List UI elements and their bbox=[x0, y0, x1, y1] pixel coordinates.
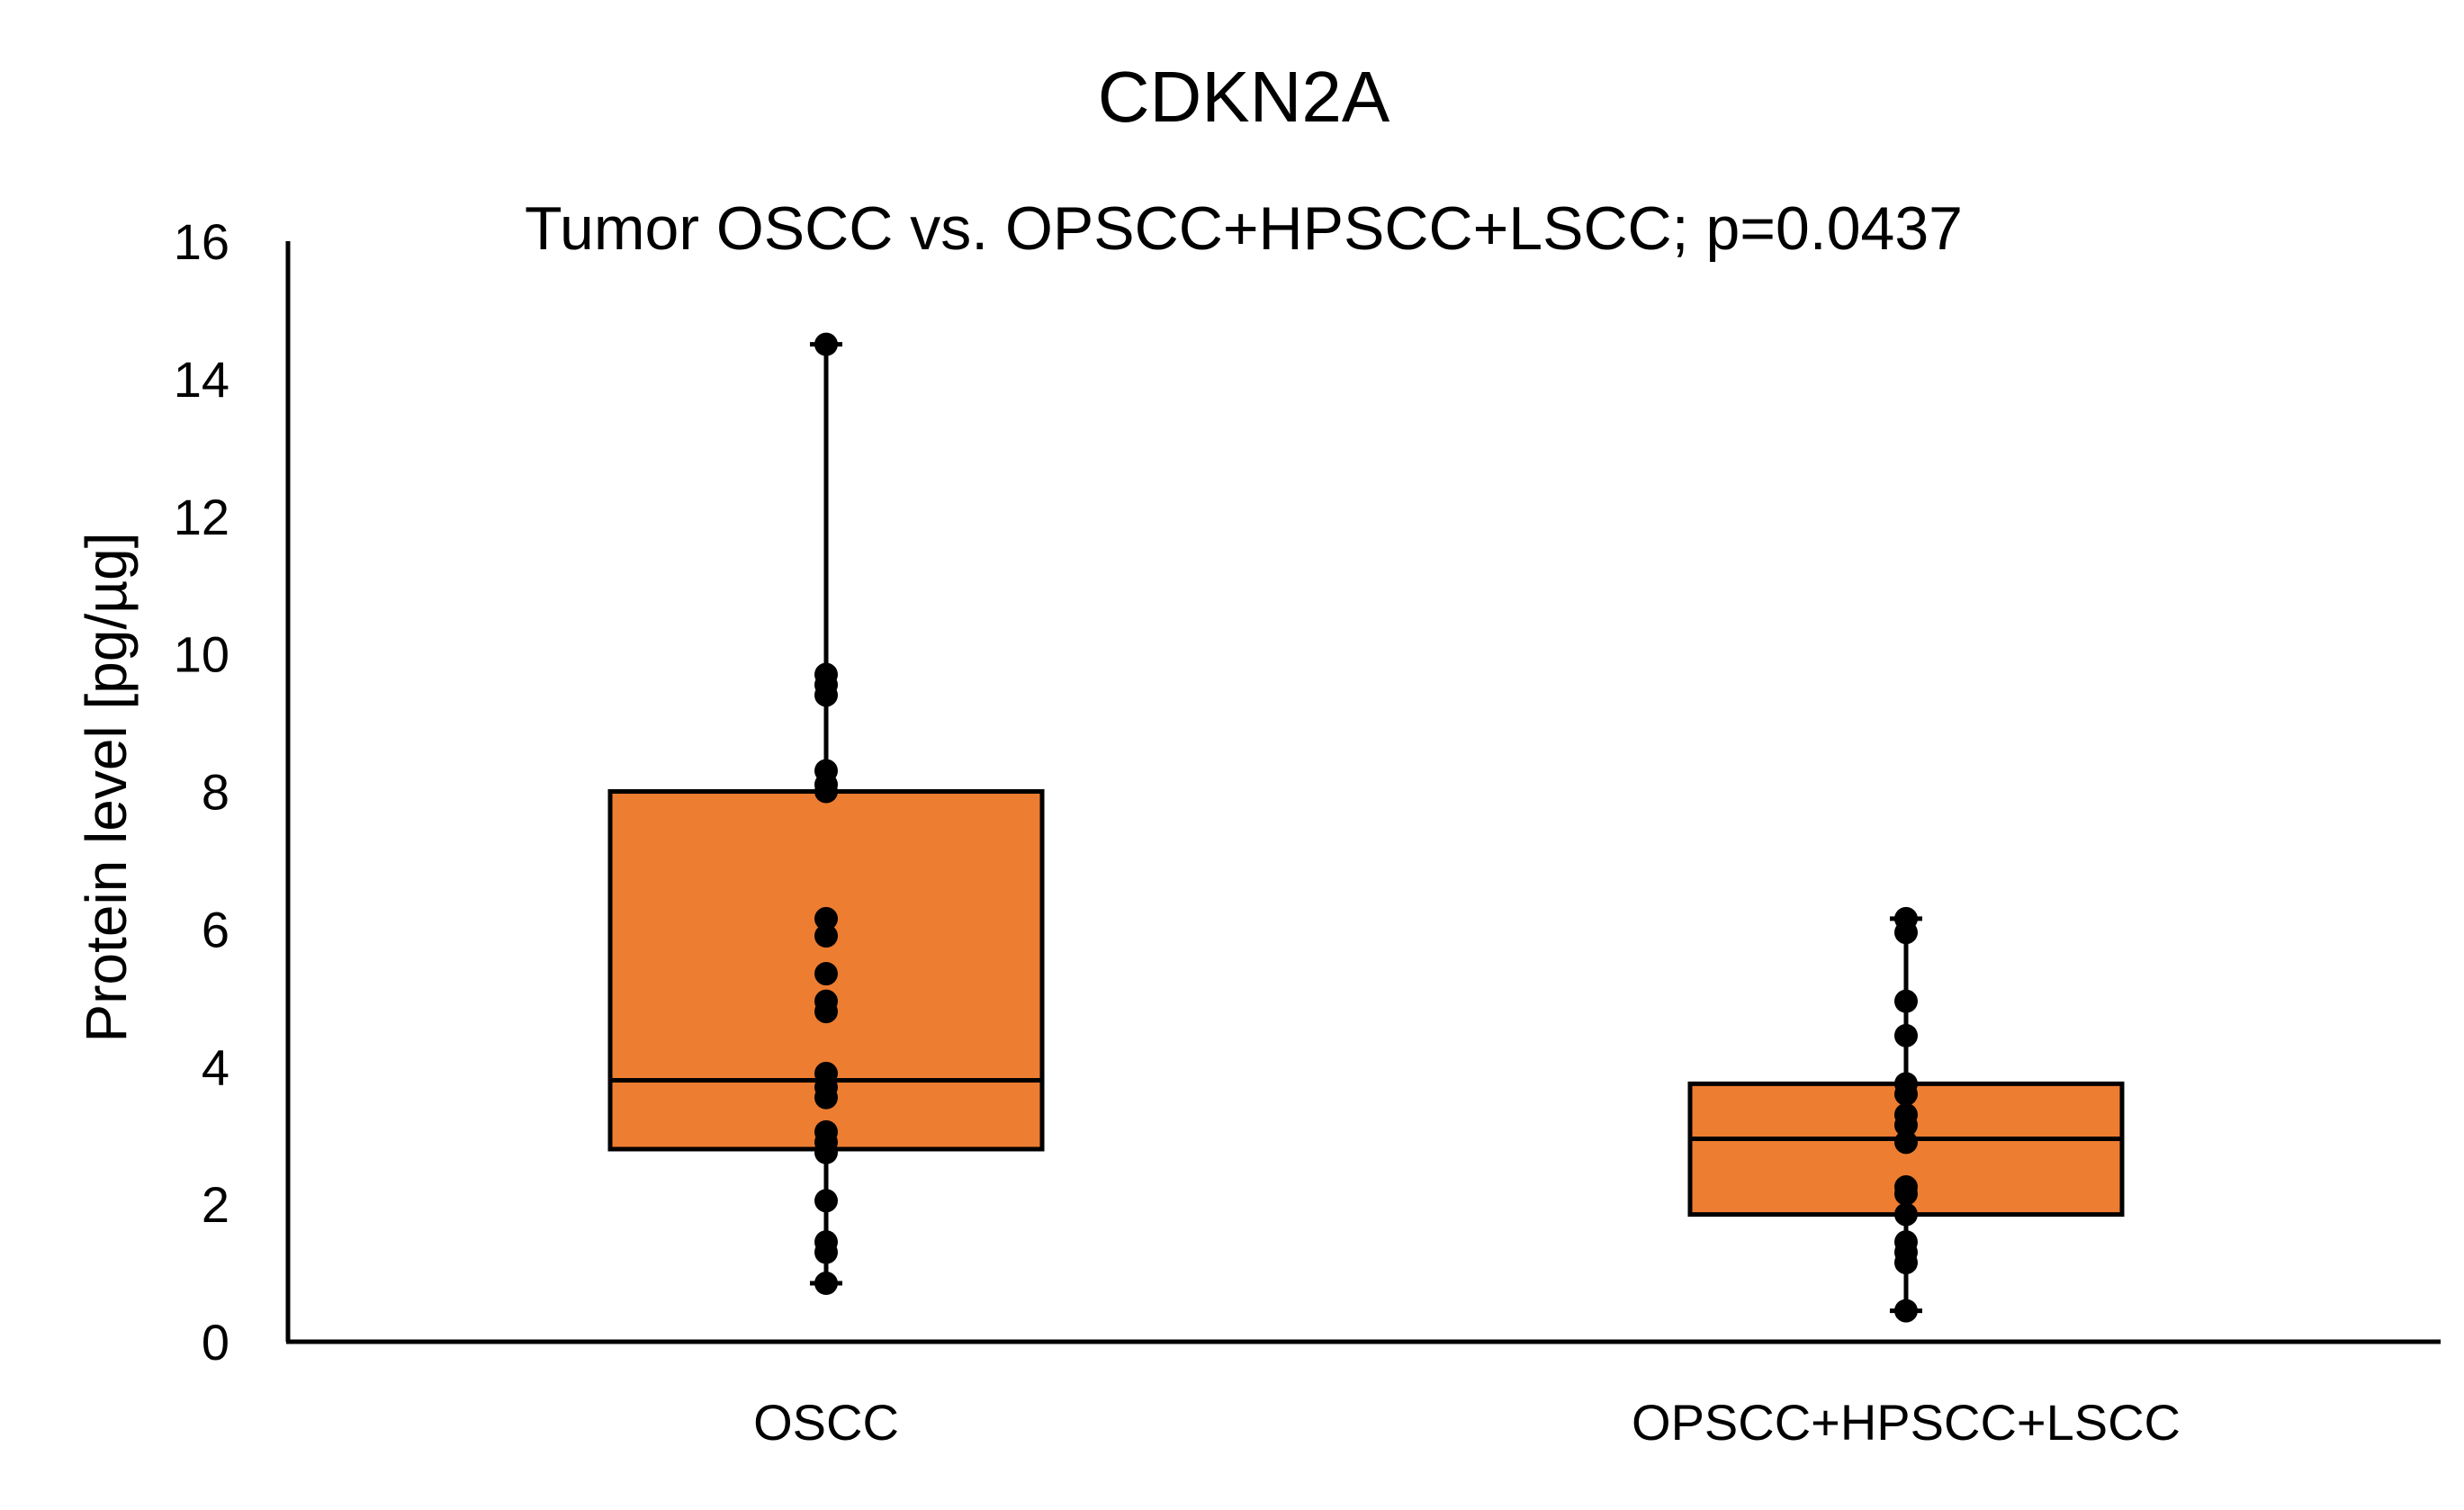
box-group bbox=[607, 332, 1045, 1296]
y-tick-label: 0 bbox=[202, 1314, 229, 1371]
y-axis-label: Protein level [pg/µg] bbox=[74, 533, 139, 1043]
data-point bbox=[1894, 1130, 1918, 1155]
data-point bbox=[1894, 1299, 1918, 1323]
y-tick-label: 6 bbox=[202, 901, 229, 957]
y-tick-label: 4 bbox=[202, 1038, 229, 1095]
data-point bbox=[814, 1140, 838, 1164]
data-point bbox=[814, 906, 838, 930]
y-tick-label: 2 bbox=[202, 1176, 229, 1233]
data-point bbox=[1894, 1082, 1918, 1106]
box-group bbox=[1687, 906, 2125, 1323]
data-point bbox=[814, 1272, 838, 1296]
y-tick-label: 14 bbox=[174, 351, 229, 408]
chart-subtitle: Tumor OSCC vs. OPSCC+HPSCC+LSCC; p=0.043… bbox=[525, 194, 1963, 263]
data-point bbox=[814, 1000, 838, 1024]
data-point bbox=[1894, 1202, 1918, 1227]
y-axis-ticks: 0 2 4 6 8 10 12 14 16 bbox=[174, 213, 229, 1371]
data-point bbox=[814, 1189, 838, 1213]
data-point bbox=[1894, 1182, 1918, 1206]
data-point bbox=[814, 779, 838, 804]
data-point bbox=[1894, 989, 1918, 1013]
data-point bbox=[814, 1085, 838, 1110]
x-category-label: OSCC bbox=[753, 1394, 899, 1451]
x-category-label: OPSCC+HPSCC+LSCC bbox=[1632, 1394, 2181, 1451]
chart-title: CDKN2A bbox=[1098, 57, 1390, 137]
y-tick-label: 12 bbox=[174, 489, 229, 545]
y-tick-label: 16 bbox=[174, 213, 229, 270]
data-point bbox=[1894, 1023, 1918, 1047]
y-tick-label: 10 bbox=[174, 626, 229, 683]
data-point bbox=[1894, 1251, 1918, 1275]
boxes bbox=[607, 332, 2125, 1323]
data-point bbox=[1894, 921, 1918, 945]
data-point bbox=[1894, 1113, 1918, 1137]
y-tick-label: 8 bbox=[202, 764, 229, 821]
data-point bbox=[814, 962, 838, 986]
data-point bbox=[814, 683, 838, 707]
data-point bbox=[814, 924, 838, 948]
data-point bbox=[814, 1240, 838, 1264]
x-axis-labels: OSCC OPSCC+HPSCC+LSCC bbox=[753, 1394, 2181, 1451]
data-point bbox=[814, 332, 838, 356]
